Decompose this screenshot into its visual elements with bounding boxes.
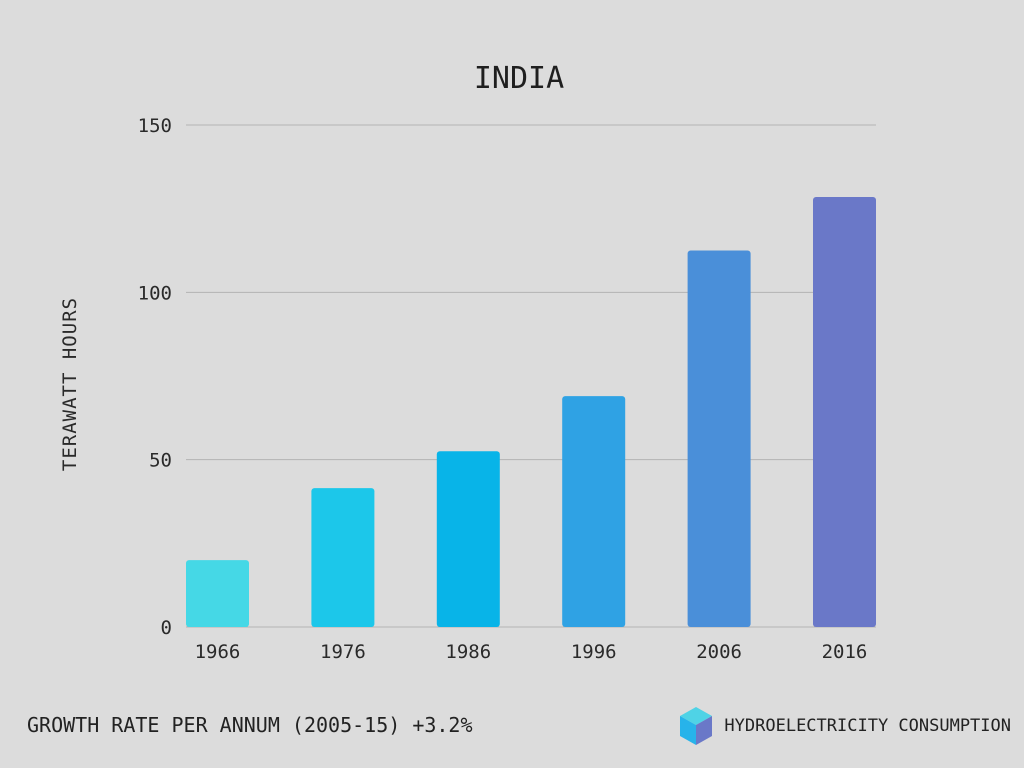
chart-title: INDIA (474, 61, 564, 96)
bars (186, 196, 876, 627)
x-axis-ticks: 1966 1976 1986 1996 2006 2016 (195, 641, 868, 663)
y-tick-label: 0 (161, 617, 172, 639)
x-tick-label: 1986 (445, 641, 491, 663)
gridlines (186, 124, 876, 628)
y-axis-label: TERAWATT HOURS (59, 297, 81, 471)
growth-rate-text: GROWTH RATE PER ANNUM (2005-15) +3.2% (27, 713, 473, 737)
bar-1976 (311, 488, 375, 627)
bar-1996 (562, 396, 626, 627)
x-tick-label: 1966 (195, 641, 241, 663)
y-axis-ticks: 0 50 100 150 (138, 115, 172, 639)
bar-2006 (687, 250, 751, 627)
bar-1986 (436, 451, 500, 627)
brand-label: HYDROELECTRICITY CONSUMPTION (724, 716, 1011, 736)
y-tick-label: 150 (138, 115, 172, 137)
x-tick-label: 1976 (320, 641, 366, 663)
cube-icon (680, 707, 713, 745)
bar-2016 (813, 196, 876, 627)
y-tick-label: 50 (149, 450, 172, 472)
bar-1966 (186, 560, 249, 627)
x-tick-label: 2006 (696, 641, 742, 663)
x-tick-label: 2016 (822, 641, 868, 663)
x-tick-label: 1996 (571, 641, 617, 663)
brand: HYDROELECTRICITY CONSUMPTION (678, 704, 1011, 748)
y-tick-label: 100 (138, 282, 172, 304)
